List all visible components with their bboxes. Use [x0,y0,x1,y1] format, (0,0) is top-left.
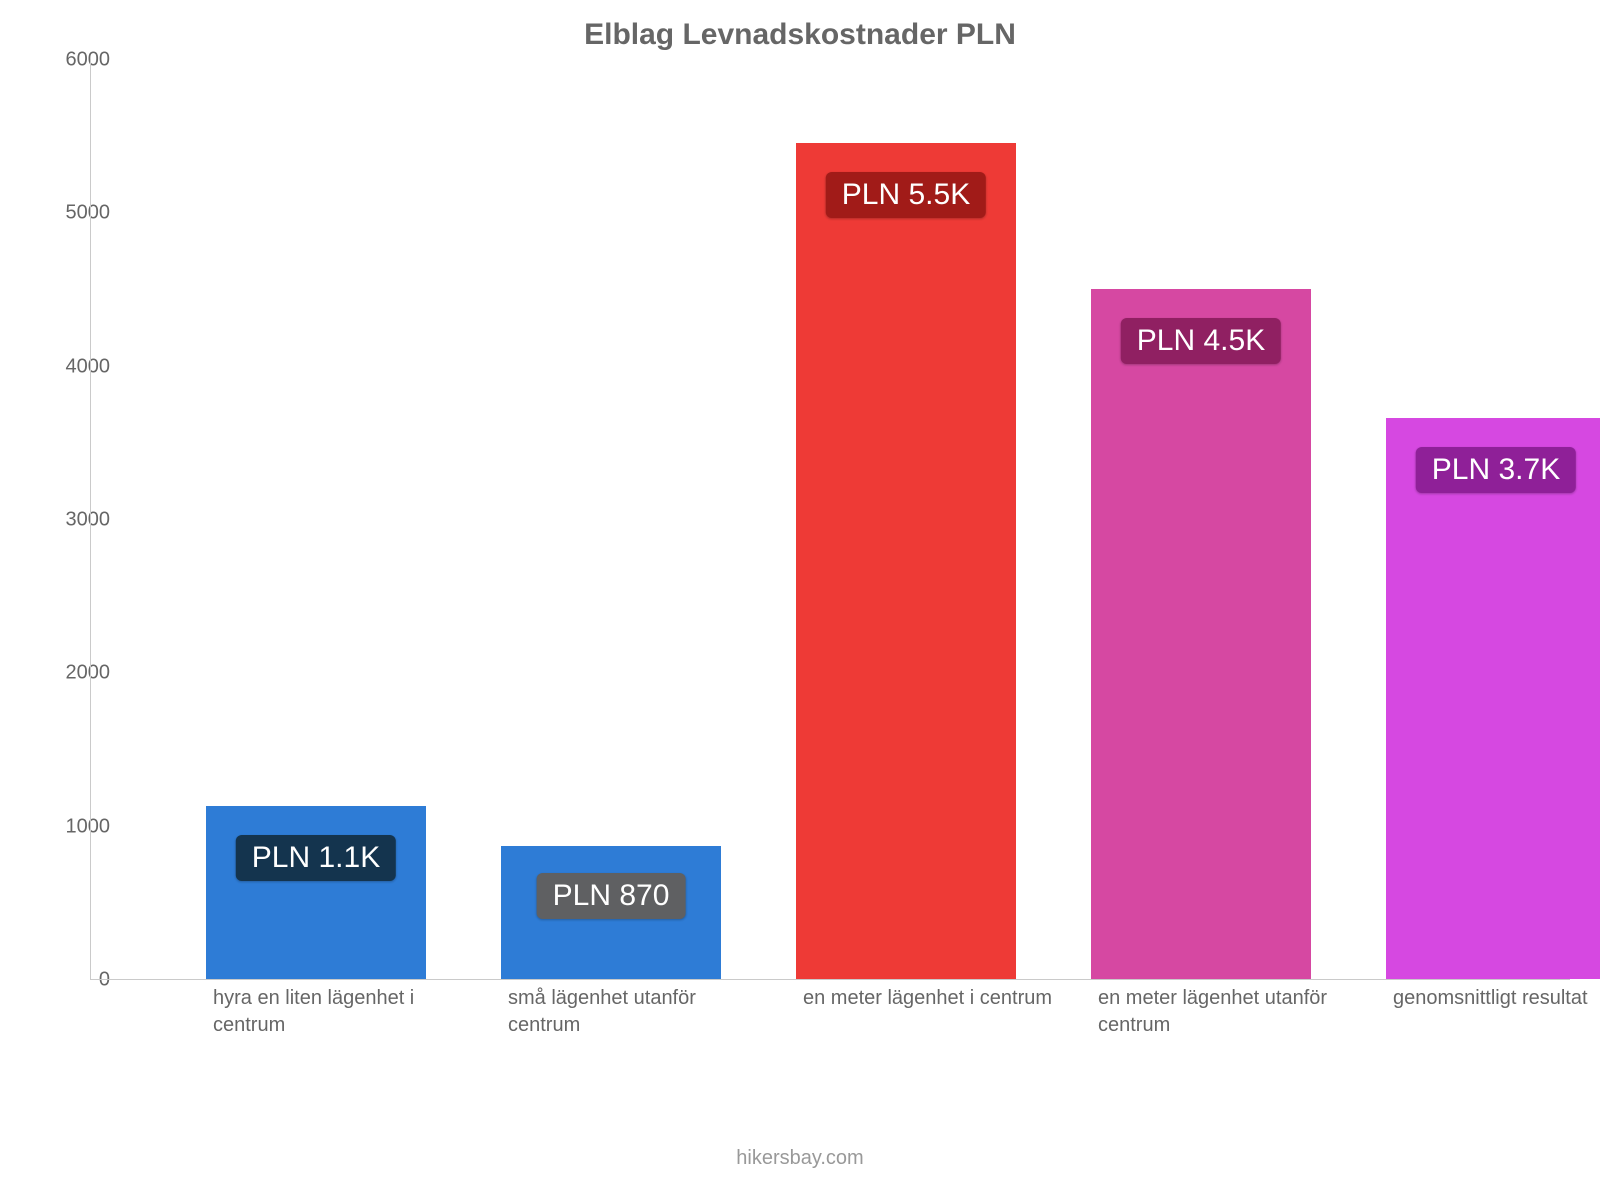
bar-label-4: PLN 3.7K [1416,447,1576,493]
category-label-1: små lägenhet utanför centrum [508,985,768,1039]
category-label-2: en meter lägenhet i centrum [803,985,1063,1012]
chart-container: Elblag Levnadskostnader PLN 0 1000 2000 … [0,0,1600,1200]
bar-label-3: PLN 4.5K [1121,318,1281,364]
bar-3 [1091,289,1311,979]
bar-2 [796,143,1016,979]
category-label-0: hyra en liten lägenhet i centrum [213,985,473,1039]
bar-label-2: PLN 5.5K [826,172,986,218]
plot-area: PLN 1.1K PLN 870 PLN 5.5K PLN 4.5K PLN 3… [90,60,1570,980]
bar-label-1: PLN 870 [537,873,686,919]
bar-0 [206,806,426,979]
category-label-3: en meter lägenhet utanför centrum [1098,985,1358,1039]
bar-4 [1386,418,1600,979]
attribution-text: hikersbay.com [0,1147,1600,1170]
bar-label-0: PLN 1.1K [236,835,396,881]
chart-title: Elblag Levnadskostnader PLN [0,18,1600,52]
category-label-4: genomsnittligt resultat [1393,985,1600,1012]
